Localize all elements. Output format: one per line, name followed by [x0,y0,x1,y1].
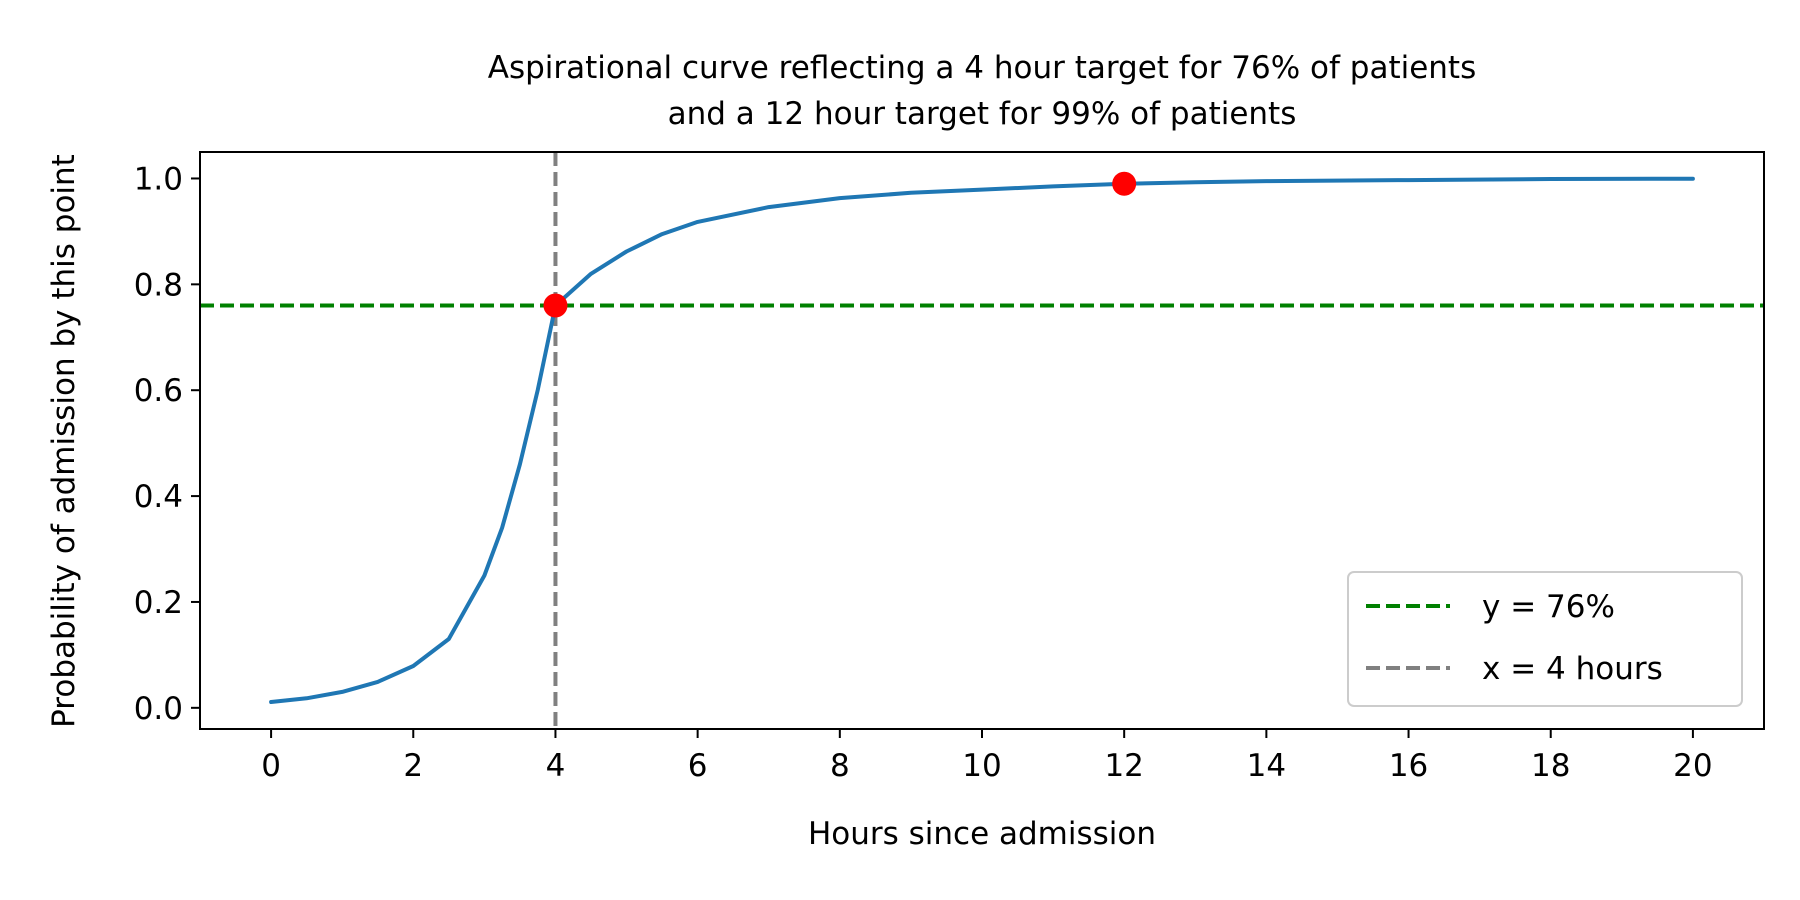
y-tick-label: 0.2 [134,585,183,621]
x-tick-label: 12 [1104,748,1143,784]
y-tick-label: 0.6 [134,373,183,409]
x-axis: 0 2 4 6 8 10 12 14 16 18 20 [261,729,1713,784]
chart-title-line-1: Aspirational curve reflecting a 4 hour t… [488,50,1477,86]
x-tick-label: 6 [688,748,708,784]
x-tick-label: 8 [830,748,850,784]
x-tick-label: 2 [403,748,423,784]
x-tick-label: 14 [1247,748,1286,784]
y-axis-label: Probability of admission by this point [46,154,82,728]
x-tick-label: 10 [962,748,1001,784]
y-tick-label: 0.4 [134,479,183,515]
y-axis: 0.0 0.2 0.4 0.6 0.8 1.0 [134,161,200,727]
legend-label-vertical-line: x = 4 hours [1482,651,1663,687]
x-tick-label: 20 [1673,748,1712,784]
y-tick-label: 1.0 [134,161,183,197]
y-tick-label: 0.8 [134,267,183,303]
y-tick-label: 0.0 [134,691,183,727]
x-tick-label: 18 [1531,748,1570,784]
series-line-0 [269,176,1695,704]
x-axis-label: Hours since admission [808,816,1156,852]
x-tick-label: 0 [261,748,281,784]
legend-label-horizontal-line: y = 76% [1482,589,1615,625]
x-tick-label: 4 [546,748,566,784]
x-tick-label: 16 [1389,748,1428,784]
legend: y = 76% x = 4 hours [1347,571,1743,707]
target-point-1 [1112,171,1137,196]
target-point-0 [543,293,568,318]
chart-title-line-2: and a 12 hour target for 99% of patients [668,96,1297,132]
